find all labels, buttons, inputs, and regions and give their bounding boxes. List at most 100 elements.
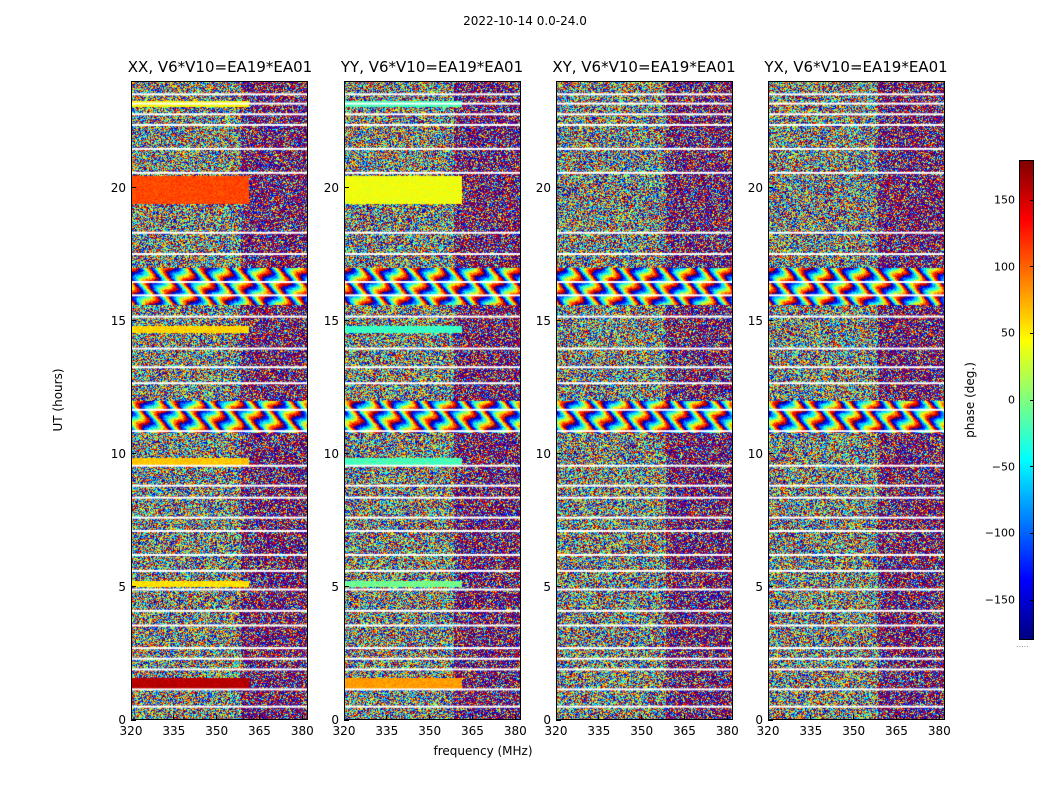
y-tick-label: 0 <box>543 713 551 727</box>
colorbar-tick-label: −100 <box>984 526 1015 540</box>
y-tick-mark <box>131 453 136 455</box>
y-tick-label: 15 <box>323 313 339 328</box>
x-tick-mark <box>938 715 940 720</box>
y-tick-label: 10 <box>535 446 551 461</box>
y-tick-label: 10 <box>110 446 126 461</box>
x-tick-mark <box>429 715 431 720</box>
x-tick-label: 380 <box>503 724 527 738</box>
figure-title: 2022-10-14 0.0-24.0 <box>463 14 587 28</box>
colorbar-label: phase (deg.) <box>963 362 977 438</box>
colorbar-tick-label: 50 <box>1001 326 1015 340</box>
y-tick-mark <box>131 719 136 721</box>
y-tick-label: 5 <box>755 579 763 594</box>
x-tick-mark <box>386 715 388 720</box>
x-tick-label: 380 <box>715 724 739 738</box>
colorbar-tick-mark <box>1030 332 1034 334</box>
x-tick-label: 350 <box>630 724 654 738</box>
x-tick-label: 350 <box>418 724 442 738</box>
x-tick-mark <box>810 715 812 720</box>
colorbar-tick-mark <box>1030 199 1034 201</box>
x-tick-label: 335 <box>587 724 611 738</box>
colorbar-tick-label: 150 <box>994 193 1015 207</box>
colorbar-tick-label: −150 <box>984 593 1015 607</box>
panel-title-yy: YY, V6*V10=EA19*EA01 <box>340 58 524 76</box>
y-axis-label: UT (hours) <box>51 368 65 432</box>
x-tick-mark <box>641 715 643 720</box>
y-tick-mark <box>131 320 136 322</box>
x-axis-label: frequency (MHz) <box>433 744 533 758</box>
x-tick-label: 365 <box>673 724 696 738</box>
x-tick-label: 335 <box>375 724 399 738</box>
y-tick-label: 20 <box>747 180 763 195</box>
y-tick-mark <box>556 320 561 322</box>
heatmap-yy <box>344 81 521 720</box>
y-tick-mark <box>344 320 349 322</box>
y-tick-mark <box>556 187 561 188</box>
x-tick-label: 335 <box>162 724 186 738</box>
x-tick-mark <box>301 715 303 720</box>
y-tick-mark <box>556 719 561 721</box>
panel-title-xx: XX, V6*V10=EA19*EA01 <box>127 58 313 76</box>
colorbar-tick-mark <box>1030 399 1034 401</box>
colorbar-tick-label: 100 <box>994 260 1015 274</box>
colorbar-tick-mark <box>1030 466 1034 468</box>
colorbar-tick-mark <box>1030 532 1034 534</box>
x-tick-mark <box>767 715 769 720</box>
x-tick-mark <box>895 715 897 720</box>
x-tick-mark <box>514 715 516 720</box>
colorbar-tick-mark <box>1030 266 1034 268</box>
y-tick-mark <box>768 719 773 721</box>
colorbar-tick-label: 0 <box>1008 393 1015 407</box>
x-tick-mark <box>130 715 132 720</box>
y-tick-label: 10 <box>323 446 339 461</box>
y-tick-mark <box>344 187 349 188</box>
x-tick-mark <box>726 715 728 720</box>
y-tick-label: 0 <box>331 713 339 727</box>
heatmap-xy <box>556 81 733 720</box>
x-tick-mark <box>853 715 855 720</box>
y-tick-mark <box>556 586 561 588</box>
x-tick-mark <box>683 715 685 720</box>
x-tick-label: 350 <box>842 724 866 738</box>
x-tick-label: 365 <box>248 724 271 738</box>
y-tick-label: 5 <box>331 579 339 594</box>
x-tick-mark <box>555 715 557 720</box>
y-tick-mark <box>131 586 136 588</box>
x-tick-mark <box>471 715 473 720</box>
colorbar <box>1019 160 1034 640</box>
x-tick-label: 320 <box>544 724 568 738</box>
x-tick-label: 320 <box>756 724 780 738</box>
y-tick-label: 20 <box>110 180 126 195</box>
y-tick-mark <box>768 586 773 588</box>
x-tick-mark <box>258 715 260 720</box>
y-tick-mark <box>768 187 773 188</box>
y-tick-mark <box>344 586 349 588</box>
x-tick-label: 320 <box>332 724 356 738</box>
y-tick-mark <box>768 453 773 455</box>
x-tick-label: 365 <box>461 724 484 738</box>
y-tick-label: 5 <box>118 579 126 594</box>
y-tick-mark <box>344 719 349 721</box>
x-tick-mark <box>343 715 345 720</box>
y-tick-label: 0 <box>755 713 763 727</box>
colorbar-tick-mark <box>1030 599 1034 601</box>
panel-title-yx: YX, V6*V10=EA19*EA01 <box>764 58 948 76</box>
x-tick-mark <box>173 715 175 720</box>
x-tick-label: 320 <box>119 724 143 738</box>
y-tick-mark <box>768 320 773 322</box>
heatmap-yx <box>768 81 945 720</box>
x-tick-label: 380 <box>927 724 951 738</box>
y-tick-label: 0 <box>118 713 126 727</box>
x-tick-mark <box>216 715 218 720</box>
heatmap-xx <box>131 81 308 720</box>
y-tick-label: 20 <box>535 180 551 195</box>
panel-title-xy: XY, V6*V10=EA19*EA01 <box>552 58 736 76</box>
x-tick-label: 380 <box>290 724 314 738</box>
y-tick-label: 10 <box>747 446 763 461</box>
y-tick-label: 15 <box>110 313 126 328</box>
colorbar-footer: ..... <box>1016 640 1029 649</box>
y-tick-label: 5 <box>543 579 551 594</box>
x-tick-mark <box>598 715 600 720</box>
y-tick-label: 20 <box>323 180 339 195</box>
x-tick-label: 335 <box>799 724 823 738</box>
